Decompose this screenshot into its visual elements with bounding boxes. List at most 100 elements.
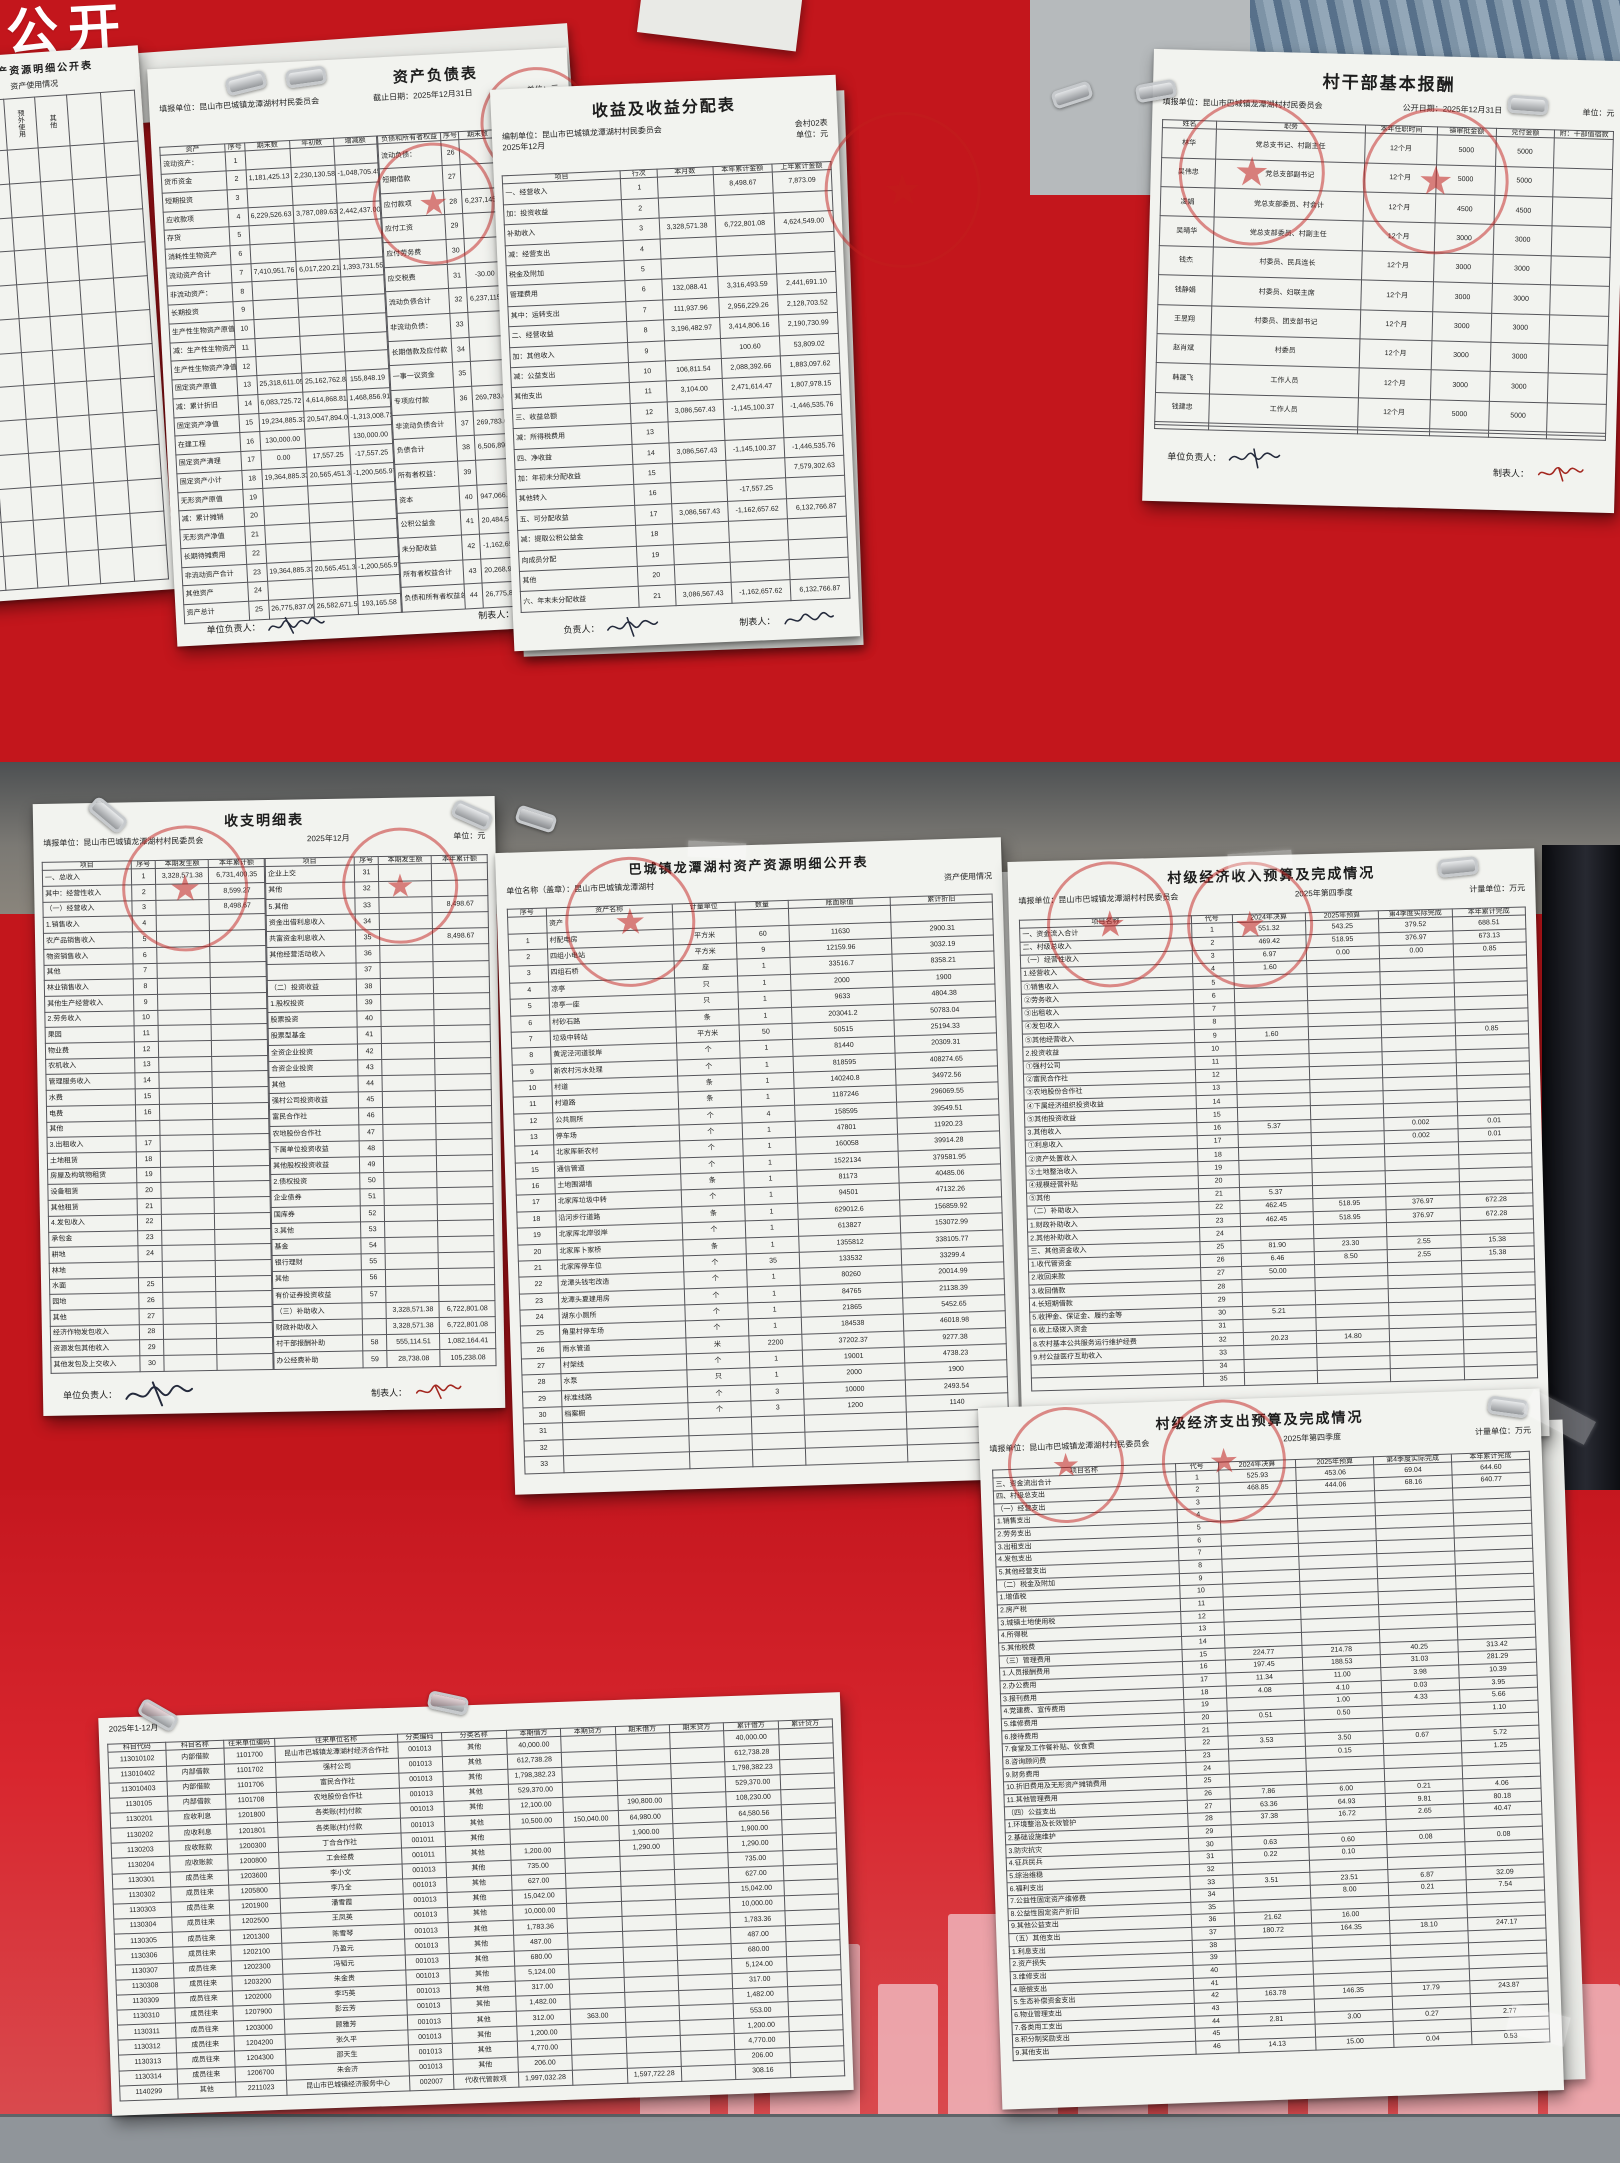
cell: 1	[225, 151, 246, 171]
cell: -1,200,565.97	[355, 555, 400, 577]
cell: 46	[358, 1107, 384, 1125]
cell: 20,547,894.05	[304, 408, 349, 430]
cell	[38, 145, 73, 182]
cell: 6	[510, 1014, 550, 1033]
cell: 1	[737, 990, 792, 1009]
cell: 002007	[409, 2074, 454, 2091]
cell: 经济作物发包收入	[50, 1324, 140, 1342]
cell	[292, 183, 337, 205]
cell	[381, 1042, 436, 1060]
cell: 1,181,425.13	[245, 167, 293, 189]
cell: 12个月	[1361, 250, 1435, 282]
cell	[309, 520, 355, 542]
cell: 4	[131, 915, 157, 933]
cell	[156, 946, 211, 963]
cell	[672, 521, 729, 545]
cell: 流动负债合计	[385, 288, 450, 317]
cell	[379, 912, 433, 930]
footer-label: 制表人：	[477, 608, 515, 621]
cell: 4500	[1493, 195, 1554, 227]
cell	[120, 376, 157, 413]
cell: 6,229,526.63	[247, 204, 295, 227]
cell: 1200300	[227, 1837, 279, 1855]
cell: 12	[1195, 1068, 1237, 1083]
cell: 25	[520, 1325, 560, 1343]
cell: 党总支部委员、村副主任	[1213, 217, 1363, 251]
cell	[1463, 1364, 1538, 1380]
cell: 3.出租收入	[47, 1136, 137, 1154]
cell: 1101708	[225, 1792, 277, 1810]
cell	[35, 552, 70, 589]
cell	[89, 412, 126, 449]
cell: 48	[358, 1140, 384, 1157]
cell: 23	[137, 1229, 163, 1247]
cell: （三）补助收入	[272, 1302, 363, 1321]
cell: 1	[745, 1219, 799, 1238]
cell: 4	[623, 238, 661, 261]
cell	[159, 1087, 213, 1105]
cell: 5	[132, 931, 157, 948]
cell	[265, 541, 312, 563]
cell	[156, 899, 210, 916]
cell: 20	[517, 1243, 558, 1261]
cell: 11	[133, 1025, 159, 1042]
cell	[159, 1119, 214, 1136]
cell: 果园	[45, 1026, 135, 1044]
cell: 24	[519, 1308, 560, 1327]
footer-label: 制表人：	[739, 615, 776, 627]
cell: 1101706	[224, 1777, 277, 1794]
cell	[137, 1261, 163, 1278]
cell	[431, 862, 488, 881]
cell	[108, 208, 145, 245]
cell: 9	[736, 941, 791, 960]
cell: 12	[134, 1041, 159, 1058]
cell: 38	[456, 435, 477, 462]
cell	[297, 277, 342, 299]
cell: 条	[680, 1172, 745, 1191]
cell	[1546, 435, 1606, 441]
cell	[659, 236, 717, 259]
cell	[211, 1023, 268, 1041]
cell	[772, 190, 834, 214]
cell: 001013	[403, 1907, 448, 1925]
cell: 其他	[272, 1270, 362, 1289]
cell: 29	[139, 1339, 165, 1356]
cell: 38	[356, 978, 381, 995]
cell: （一）经营收入	[42, 900, 132, 918]
cell	[381, 1009, 435, 1027]
cell	[45, 246, 80, 283]
cell: 24	[247, 581, 269, 602]
cell: 2.债权投资	[270, 1173, 360, 1191]
cell: 3000	[1491, 283, 1551, 315]
cell	[716, 253, 777, 277]
cell: 33	[1202, 1345, 1244, 1361]
cell	[6, 147, 41, 184]
cell	[362, 1318, 387, 1336]
cell	[379, 928, 434, 946]
cell: 7,873.09	[772, 169, 833, 193]
cell: 7	[1193, 1002, 1235, 1017]
cell	[805, 1445, 908, 1466]
cell: （二）投资收益	[267, 978, 357, 997]
cell: 001013	[404, 1922, 449, 1940]
cell: 001011	[401, 1846, 446, 1864]
cell: 001013	[408, 2043, 453, 2061]
cell: 39	[457, 460, 478, 486]
cell: 35	[746, 1252, 801, 1271]
doc-income-budget: 村级经济收入预算及完成情况 填报单位：昆山市巴城镇龙潭湖村村民委员会 2025年…	[1007, 848, 1550, 1450]
cell: 30	[445, 238, 466, 265]
unit-line: 填报单位：昆山市巴城镇龙潭湖村村民委员会	[989, 1439, 1150, 1454]
cell: 个	[681, 1188, 745, 1207]
cell: 16	[1196, 1121, 1238, 1136]
cell: 1202500	[229, 1913, 281, 1931]
footer-label: 单位负责人：	[206, 621, 261, 635]
cell	[438, 1235, 495, 1253]
cell: 8	[511, 1047, 551, 1065]
cell: 34	[1203, 1359, 1244, 1374]
cell: 1	[742, 1121, 796, 1140]
cell: 308.16	[735, 2062, 791, 2080]
cell	[11, 215, 46, 252]
cell: 2,128,703.52	[777, 292, 838, 316]
cell	[735, 908, 790, 927]
cell: 个	[683, 1253, 747, 1273]
